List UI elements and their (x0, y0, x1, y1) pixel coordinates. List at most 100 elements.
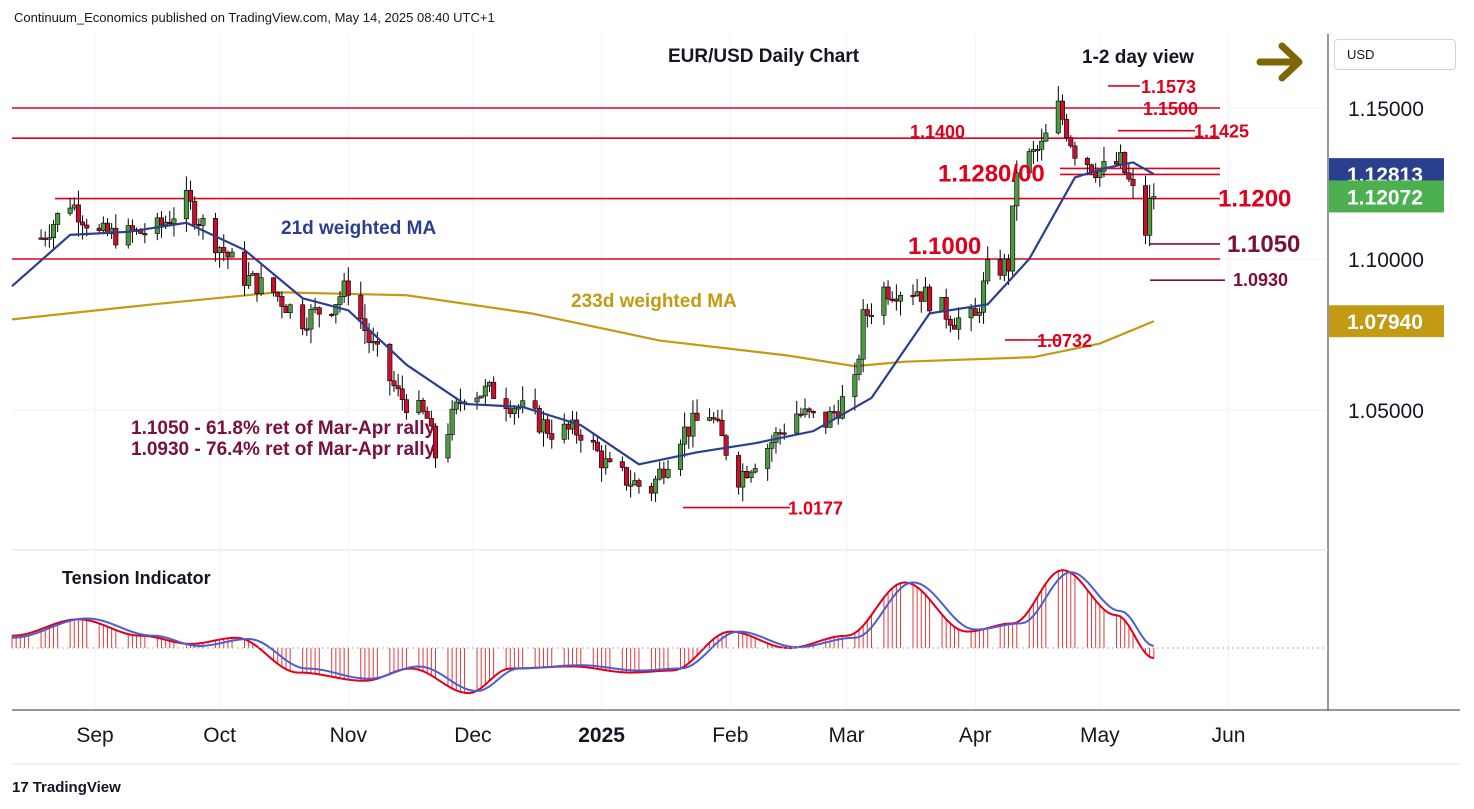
level-label: 1.1573 (1141, 77, 1196, 97)
candle-body (1068, 137, 1074, 147)
candle-body (258, 277, 264, 294)
candle-body (798, 413, 804, 416)
candle-body (221, 247, 227, 253)
candle-body (1005, 258, 1011, 272)
price-badge-label: 1.12072 (1347, 186, 1423, 209)
candle-body (167, 221, 173, 225)
candle-body (1126, 172, 1132, 180)
candle-body (163, 221, 169, 226)
candle-body (885, 286, 891, 300)
candle-body (304, 328, 310, 331)
candle-body (71, 204, 77, 209)
candle-body (981, 280, 987, 313)
candle-body (694, 412, 700, 421)
x-tick-label: Sep (76, 724, 113, 747)
candle-body (864, 309, 870, 316)
candle-body (374, 341, 380, 345)
candle-body (1093, 171, 1099, 178)
candle-body (653, 478, 659, 494)
candle-body (1072, 145, 1078, 159)
candle-body (599, 450, 605, 469)
candle-body (478, 395, 484, 399)
candle-body (491, 381, 497, 399)
candle-body (711, 417, 717, 420)
tension-indicator-panel: Tension Indicator (11, 568, 1155, 695)
candle-body (748, 471, 754, 479)
candle-body (125, 225, 131, 246)
candle-body (84, 224, 90, 229)
ma21-series (11, 161, 1155, 466)
candle-body (1147, 198, 1153, 236)
candle-body (665, 469, 671, 478)
candle-body (474, 397, 480, 403)
candle-body (781, 432, 787, 435)
price-badge (1329, 305, 1444, 338)
candle-body (482, 385, 488, 397)
candle-body (100, 222, 106, 231)
level-label: 1.0930 (1233, 270, 1288, 290)
candle-body (387, 343, 393, 382)
candle-body (51, 224, 57, 238)
candle-body (985, 259, 991, 282)
candle-body (868, 314, 874, 318)
candle-body (910, 294, 916, 298)
x-tick-label: Apr (959, 724, 992, 747)
candle-body (75, 204, 81, 223)
candle-body (308, 309, 314, 330)
candle-body (777, 432, 783, 435)
candle-body (279, 296, 285, 307)
candle-body (860, 309, 866, 360)
candle-body (545, 419, 551, 434)
y-tick-label: 1.05000 (1348, 400, 1424, 423)
candle-body (453, 401, 459, 410)
candle-body (433, 425, 439, 459)
tension-signal-line (11, 571, 1155, 693)
candle-body (1014, 172, 1020, 207)
candle-body (802, 408, 808, 415)
annotation: 1.0930 - 76.4% ret of Mar-Apr rally (131, 439, 436, 460)
candle-body (341, 280, 347, 298)
currency-button[interactable]: USD (1334, 39, 1456, 70)
candle-body (690, 412, 696, 437)
x-tick-label: May (1080, 724, 1120, 747)
candle-body (370, 341, 376, 344)
candle-body (200, 218, 206, 226)
publish-attribution: Continuum_Economics published on Trading… (14, 10, 495, 25)
candle-body (1130, 178, 1136, 186)
candle-body (657, 468, 663, 480)
tradingview-brand: TradingView (32, 779, 121, 796)
candle-body (561, 423, 567, 440)
candle-body (707, 417, 713, 421)
candle-body (898, 294, 904, 302)
level-label: 1.1400 (910, 122, 965, 142)
candle-body (740, 471, 746, 488)
candle-body (345, 280, 351, 296)
level-label: 1.0177 (788, 499, 843, 519)
candle-body (565, 423, 571, 430)
candle-body (242, 251, 248, 286)
level-label: 1.0732 (1037, 331, 1092, 351)
x-tick-label: Feb (712, 724, 748, 747)
candle-body (1043, 132, 1049, 142)
candle-body (648, 486, 654, 494)
candle-body (532, 400, 538, 409)
candle-body (46, 237, 52, 240)
chart-title: EUR/USD Daily Chart (668, 46, 860, 67)
candles (38, 86, 1157, 502)
candle-body (55, 213, 61, 225)
candle-body (607, 458, 613, 462)
candle-body (300, 304, 306, 330)
candle-body (42, 237, 48, 240)
candle-body (856, 358, 862, 375)
candle-body (424, 411, 430, 419)
candle-body (275, 292, 281, 297)
candle-body (399, 388, 405, 401)
candle-body (943, 296, 949, 320)
candle-body (250, 273, 256, 276)
candle-body (1030, 149, 1036, 152)
candle-body (827, 411, 833, 428)
axes: 1.15000 1.10000 1.05000 Sep Oct Nov Dec 2025 Feb… (12, 34, 1460, 765)
candle-body (1097, 170, 1103, 178)
candle-body (1142, 185, 1148, 236)
